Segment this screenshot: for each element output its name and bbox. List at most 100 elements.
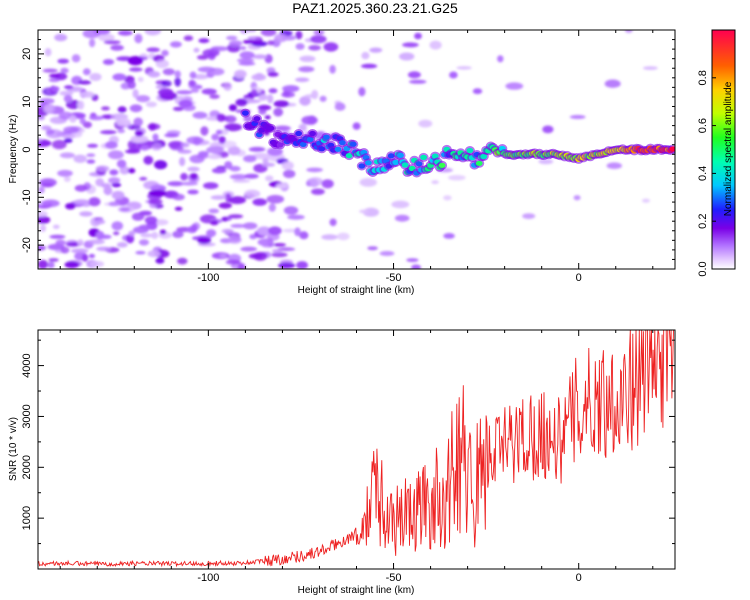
noise-blob — [129, 104, 143, 113]
noise-blob — [228, 214, 244, 219]
noise-blob — [178, 99, 193, 108]
noise-blob — [129, 67, 143, 72]
noise-blob — [177, 149, 192, 154]
noise-blob — [172, 106, 184, 111]
noise-blob — [236, 58, 255, 63]
noise-blob — [54, 33, 68, 42]
noise-blob — [140, 233, 154, 238]
noise-blob — [174, 77, 181, 87]
track-core — [295, 130, 302, 137]
track-core — [349, 141, 357, 147]
noise-blob — [228, 196, 246, 205]
noise-blob — [51, 86, 60, 92]
noise-blob — [221, 228, 234, 234]
noise-blob — [321, 234, 338, 240]
noise-blob — [352, 122, 361, 130]
noise-blob — [218, 202, 232, 209]
noise-blob — [497, 55, 504, 63]
noise-blob — [209, 94, 220, 99]
noise-blob — [124, 149, 141, 154]
noise-blob — [99, 234, 112, 239]
noise-blob — [239, 51, 255, 59]
noise-blob — [98, 33, 115, 42]
noise-blob — [232, 179, 251, 183]
noise-blob — [505, 82, 524, 90]
noise-blob — [210, 195, 226, 200]
noise-blob — [359, 209, 369, 214]
noise-blob — [139, 176, 148, 181]
noise-blob — [411, 264, 422, 269]
noise-blob — [306, 167, 323, 173]
noise-blob — [196, 55, 209, 60]
noise-blob — [251, 73, 267, 81]
noise-blob — [183, 35, 194, 41]
noise-blob — [187, 166, 200, 172]
snr-background — [38, 330, 675, 569]
noise-blob — [295, 77, 310, 83]
noise-blob — [48, 258, 59, 262]
noise-blob — [107, 150, 124, 160]
noise-blob — [237, 263, 246, 269]
noise-blob — [134, 33, 143, 44]
noise-blob — [206, 229, 217, 238]
track-core — [339, 140, 346, 146]
noise-blob — [161, 49, 169, 57]
noise-blob — [55, 239, 66, 246]
noise-blob — [88, 253, 95, 259]
y-tick-label: 1000 — [21, 506, 33, 530]
noise-blob — [87, 143, 99, 148]
noise-blob — [77, 239, 84, 246]
noise-blob — [271, 248, 283, 253]
noise-blob — [147, 71, 161, 78]
noise-blob — [443, 195, 452, 201]
noise-blob — [89, 73, 102, 81]
noise-blob — [42, 68, 58, 73]
noise-blob — [283, 169, 296, 179]
noise-blob — [227, 236, 242, 244]
noise-blob — [193, 47, 200, 53]
x-tick-label: 0 — [576, 572, 582, 584]
noise-blob — [174, 206, 183, 211]
noise-blob — [216, 113, 226, 122]
colorbar-tick-label: 0.6 — [697, 118, 709, 133]
noise-blob — [64, 261, 80, 269]
noise-blob — [407, 71, 421, 79]
noise-blob — [643, 66, 658, 70]
noise-blob — [218, 136, 226, 144]
noise-blob — [238, 61, 256, 66]
noise-blob — [168, 140, 185, 149]
noise-blob — [304, 94, 316, 99]
noise-blob — [278, 262, 296, 269]
noise-blob — [128, 230, 136, 237]
noise-blob — [215, 129, 223, 135]
y-tick-label: 4000 — [21, 353, 33, 377]
heatmap-ylabel: Frequency (Hz) — [8, 115, 19, 184]
noise-blob — [262, 157, 269, 165]
noise-blob — [60, 67, 69, 74]
noise-blob — [134, 130, 144, 137]
noise-blob — [604, 79, 621, 88]
noise-blob — [187, 189, 199, 195]
noise-blob — [189, 71, 197, 79]
snr-panel: -100 -50 0 1000 2000 3000 4000 Height of strai… — [8, 329, 676, 596]
noise-blob — [180, 142, 190, 148]
noise-blob — [243, 155, 257, 163]
noise-blob — [108, 177, 121, 184]
noise-blob — [369, 47, 383, 53]
noise-blob — [73, 199, 90, 205]
noise-blob — [57, 169, 73, 177]
noise-blob — [144, 30, 161, 36]
noise-blob — [311, 188, 325, 195]
noise-blob — [399, 52, 415, 61]
noise-blob — [101, 106, 110, 111]
noise-blob — [117, 106, 127, 113]
noise-blob — [197, 66, 216, 73]
colorbar-tick-label: 0.0 — [697, 261, 709, 276]
noise-blob — [71, 54, 81, 63]
noise-blob — [431, 180, 439, 185]
snr-ylabel: SNR (10 * v/v) — [8, 417, 19, 481]
noise-blob — [298, 66, 315, 73]
noise-blob — [82, 68, 91, 76]
noise-blob — [310, 35, 327, 44]
track-core — [480, 153, 488, 160]
